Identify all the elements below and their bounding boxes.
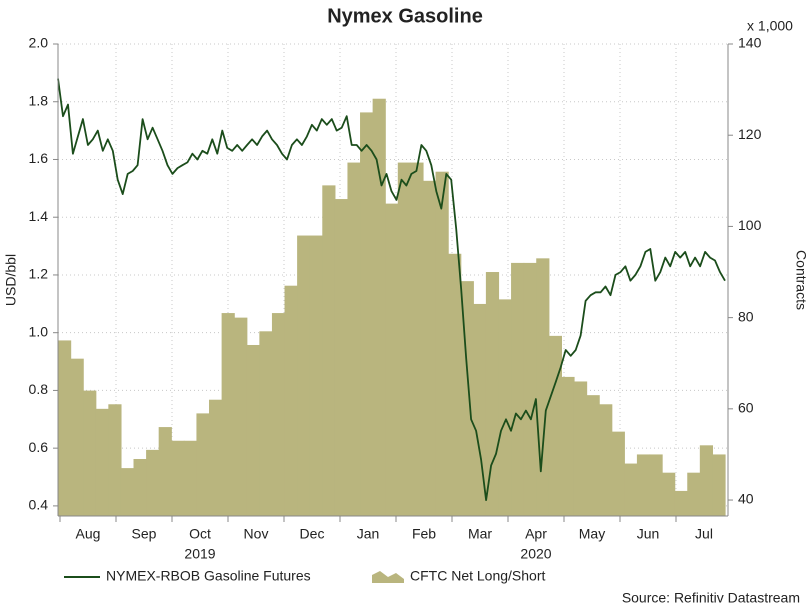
area-step bbox=[183, 440, 198, 516]
area-step bbox=[372, 98, 386, 516]
area-step bbox=[108, 404, 122, 516]
area-step bbox=[309, 235, 323, 516]
area-step bbox=[196, 413, 210, 516]
y2-axis-label: Contracts bbox=[793, 250, 809, 310]
y2-tick-label: 60 bbox=[738, 400, 754, 416]
x-tick-label: Apr bbox=[525, 526, 547, 542]
area-step bbox=[485, 272, 500, 516]
area-step bbox=[548, 335, 562, 516]
legend-swatch bbox=[372, 571, 404, 583]
area-step bbox=[712, 454, 726, 516]
legend-label: NYMEX-RBOB Gasoline Futures bbox=[106, 568, 311, 584]
area-step bbox=[473, 303, 487, 516]
area-step bbox=[448, 253, 462, 516]
x-tick-label: Aug bbox=[76, 526, 101, 542]
x-tick-label: May bbox=[579, 526, 605, 542]
chart-title: Nymex Gasoline bbox=[327, 5, 483, 27]
plot bbox=[57, 78, 726, 517]
area-step bbox=[246, 344, 260, 516]
source: Source: Refinitiv Datastream bbox=[622, 590, 800, 606]
area-step bbox=[674, 490, 688, 516]
area-step bbox=[561, 376, 575, 516]
x-tick-label: Mar bbox=[468, 526, 492, 542]
area-step bbox=[435, 171, 449, 516]
area-step bbox=[322, 185, 336, 516]
y-tick-label: 0.8 bbox=[29, 381, 49, 397]
area-step bbox=[146, 449, 160, 516]
area-step bbox=[699, 445, 714, 516]
area-step bbox=[171, 440, 185, 516]
y-tick-label: 2.0 bbox=[29, 35, 49, 51]
area-step bbox=[636, 454, 651, 516]
y-tick-label: 1.0 bbox=[29, 323, 49, 339]
area-step bbox=[221, 313, 235, 516]
area-step bbox=[662, 472, 676, 516]
area-step bbox=[422, 180, 437, 517]
area-step bbox=[599, 404, 613, 516]
area-step bbox=[58, 340, 72, 516]
area-step bbox=[573, 381, 588, 516]
area-step bbox=[624, 463, 638, 516]
x-tick-label: Jul bbox=[695, 526, 713, 542]
y-axis-label: USD/bbl bbox=[3, 254, 19, 306]
x-tick-label: Jan bbox=[357, 526, 380, 542]
y2-tick-label: 140 bbox=[738, 35, 762, 51]
area-step bbox=[297, 235, 311, 516]
area-step bbox=[334, 199, 349, 516]
area-step bbox=[536, 258, 550, 516]
x-tick-label: Sep bbox=[132, 526, 157, 542]
x-tick-label: Feb bbox=[412, 526, 436, 542]
area-step bbox=[385, 203, 399, 516]
x-tick-label: Dec bbox=[300, 526, 325, 542]
area-step bbox=[360, 112, 374, 517]
y-tick-label: 1.6 bbox=[29, 150, 49, 166]
area-step bbox=[158, 427, 172, 516]
area-step bbox=[95, 408, 109, 516]
y2-tick-label: 100 bbox=[738, 217, 762, 233]
area-step bbox=[234, 317, 248, 516]
area-step bbox=[397, 162, 411, 516]
y-tick-label: 1.8 bbox=[29, 92, 49, 108]
area-step bbox=[410, 162, 424, 516]
area-step bbox=[209, 399, 223, 516]
y2-tick-label: 120 bbox=[738, 126, 762, 142]
area-step bbox=[649, 454, 663, 516]
area-step bbox=[120, 468, 135, 516]
area-step bbox=[70, 358, 84, 516]
area-step bbox=[347, 162, 361, 516]
x-tick-label: Nov bbox=[244, 526, 269, 542]
area-step bbox=[284, 285, 298, 516]
y2-tick-label: 40 bbox=[738, 491, 754, 507]
year-label: 2020 bbox=[520, 546, 551, 562]
year-label: 2019 bbox=[184, 546, 215, 562]
area-step bbox=[611, 431, 625, 516]
area-step bbox=[271, 313, 286, 516]
y-tick-label: 1.2 bbox=[29, 266, 49, 282]
y-tick-label: 0.4 bbox=[29, 497, 49, 513]
area-step bbox=[498, 299, 512, 516]
area-step bbox=[259, 331, 273, 516]
axes: 0.4 0.6 0.8 1.0 1.2 1.4 1.6 1.8 2.0 40 60 80 100 120 1… bbox=[29, 35, 762, 562]
legend-label: CFTC Net Long/Short bbox=[410, 568, 545, 584]
area-step bbox=[511, 262, 525, 516]
area-step bbox=[586, 395, 600, 516]
x-tick-label: Oct bbox=[189, 526, 211, 542]
x-tick-label: Jun bbox=[637, 526, 660, 542]
area-step bbox=[133, 458, 147, 516]
y2-tick-label: 80 bbox=[738, 308, 754, 324]
area-step bbox=[687, 472, 701, 516]
y-tick-label: 1.4 bbox=[29, 208, 49, 224]
y-tick-label: 0.6 bbox=[29, 439, 49, 455]
y2-unit: x 1,000 bbox=[747, 18, 793, 34]
area-step bbox=[83, 390, 97, 516]
area-step bbox=[523, 262, 537, 516]
line bbox=[57, 78, 726, 501]
